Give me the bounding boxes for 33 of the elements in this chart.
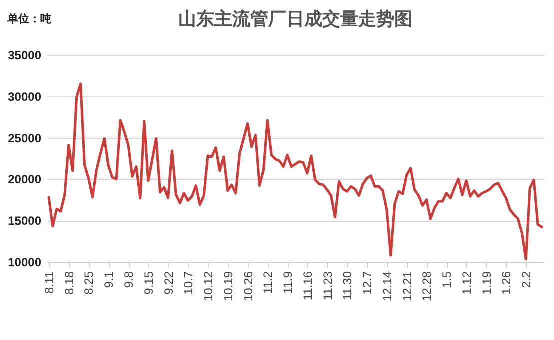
x-tick-label: 10.26 bbox=[241, 271, 256, 302]
x-tick-label: 12.14 bbox=[380, 271, 394, 302]
x-tick-label: 12.7 bbox=[360, 271, 375, 295]
x-tick-label: 9.1 bbox=[102, 271, 116, 288]
x-tick-label: 9.15 bbox=[142, 271, 156, 295]
y-tick-label: 10000 bbox=[8, 256, 42, 270]
x-tick-label: 11.9 bbox=[281, 271, 296, 294]
x-tick-label: 11.16 bbox=[300, 271, 315, 301]
x-tick-label: 1.26 bbox=[500, 271, 514, 295]
chart-title: 山东主流管厂日成交量走势图 bbox=[178, 9, 412, 30]
x-tick-label: 2.2 bbox=[520, 271, 534, 288]
x-tick-label: 10.7 bbox=[182, 271, 196, 295]
x-tick-label: 9.22 bbox=[162, 271, 176, 295]
x-tick-label: 9.8 bbox=[122, 271, 136, 288]
y-tick-label: 25000 bbox=[8, 131, 42, 146]
x-tick-label: 8.25 bbox=[82, 271, 96, 295]
y-tick-label: 35000 bbox=[8, 48, 42, 62]
y-tick-label: 30000 bbox=[8, 90, 42, 104]
x-tick-label: 11.23 bbox=[320, 271, 335, 301]
x-tick-label: 8.18 bbox=[62, 271, 76, 295]
x-tick-label: 12.21 bbox=[400, 271, 414, 302]
x-tick-label: 11.2 bbox=[261, 271, 276, 294]
x-tick-label: 1.19 bbox=[480, 271, 494, 295]
x-tick-label: 1.5 bbox=[440, 271, 454, 288]
x-tick-label: 8.11 bbox=[42, 271, 56, 294]
x-tick-label: 1.12 bbox=[460, 271, 474, 295]
x-tick-label: 10.12 bbox=[202, 271, 216, 302]
x-tick-label: 12.28 bbox=[420, 271, 434, 302]
x-tick-label: 10.19 bbox=[221, 271, 236, 302]
y-axis-title: 单位：吨 bbox=[6, 12, 52, 26]
x-tick-label: 11.30 bbox=[340, 271, 355, 301]
y-tick-label: 20000 bbox=[8, 172, 42, 187]
y-tick-label: 15000 bbox=[8, 214, 42, 228]
